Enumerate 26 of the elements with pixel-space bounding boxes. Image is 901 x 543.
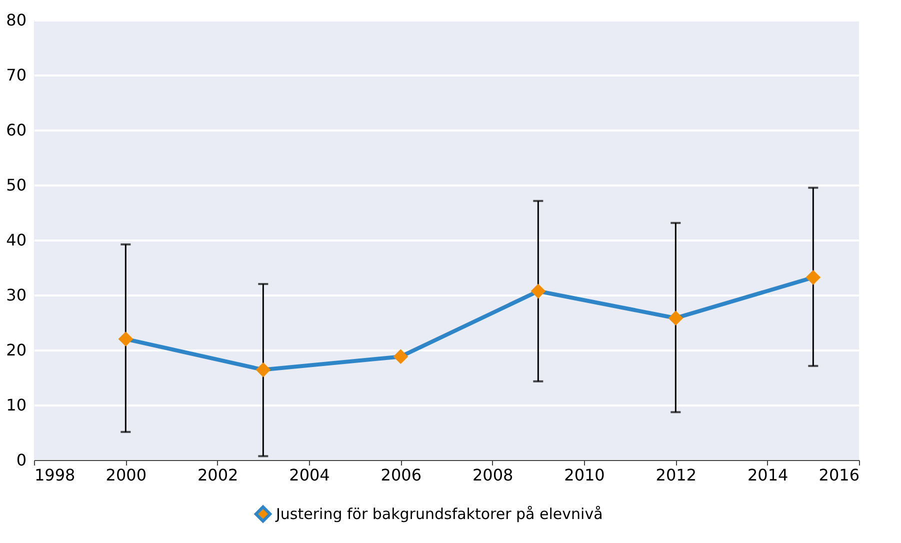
x-tick-label: 2006 xyxy=(380,466,422,484)
legend-label: Justering för bakgrundsfaktorer på elevnivå xyxy=(275,505,603,523)
point xyxy=(256,362,271,378)
x-tick-label: 2008 xyxy=(472,466,514,484)
y-tick-label: 10 xyxy=(6,396,26,414)
y-tick-label: 30 xyxy=(6,286,26,304)
point xyxy=(118,332,134,346)
y-tick-label: 60 xyxy=(6,120,26,140)
point xyxy=(806,270,821,285)
x-tick-label: 2002 xyxy=(197,466,238,484)
point xyxy=(393,349,408,364)
x-tick-label: 2014 xyxy=(747,466,788,484)
y-tick-label: 70 xyxy=(6,66,26,84)
x-tick-label: 2004 xyxy=(289,466,330,484)
y-tick-label: 50 xyxy=(6,176,26,194)
x-tick-label: 1998 xyxy=(34,466,76,484)
x-tick-label: 2012 xyxy=(656,466,697,484)
point xyxy=(530,284,546,299)
point xyxy=(668,310,684,326)
y-tick-label: 40 xyxy=(6,230,26,250)
x-tick-label: 2016 xyxy=(818,466,860,484)
y-tick-label: 80 xyxy=(6,10,26,30)
y-tick-label: 20 xyxy=(6,340,26,360)
x-tick-label: 2000 xyxy=(106,466,147,484)
y-tick-label: 0 xyxy=(16,450,26,470)
x-tick-label: 2010 xyxy=(564,466,605,484)
